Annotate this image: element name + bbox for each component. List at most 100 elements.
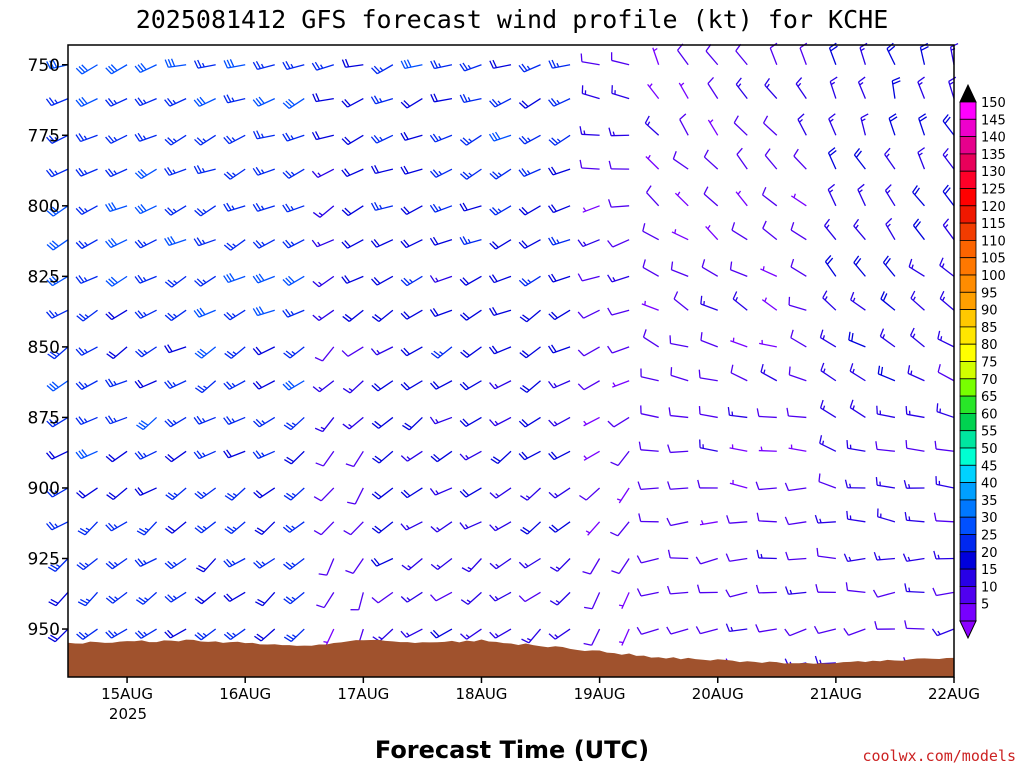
wind-barb [134,274,157,284]
colorbar-label: 90 [981,304,998,319]
wind-barb [282,168,305,179]
wind-barb [284,450,305,465]
x-tick-label: 20AUG [692,685,744,703]
wind-barb [105,591,128,604]
wind-barb [784,586,807,595]
wind-barb [642,223,659,241]
wind-barb [725,589,748,598]
wind-barb [827,183,837,207]
wind-barb [194,628,217,641]
colorbar-label: 45 [981,459,998,474]
wind-barb [105,64,128,75]
wind-barb [548,380,571,389]
wind-barb [255,591,276,607]
wind-barb [46,416,69,428]
wind-barb [283,346,305,359]
wind-barb [400,521,423,531]
wind-barb [134,557,157,567]
wind-barb [224,487,246,501]
wind-barb [937,363,955,382]
wind-barb [488,306,512,316]
wind-barb [759,339,777,348]
wind-barb [370,346,394,356]
wind-barb [577,239,600,248]
wind-barb [164,591,187,603]
wind-barb [105,98,128,107]
wind-barb [105,521,128,532]
wind-barb [548,236,571,246]
wind-barb [488,274,512,284]
wind-barb [164,557,187,570]
wind-barb [252,306,275,317]
wind-barb [345,558,364,574]
wind-barb [931,628,955,637]
wind-barb [312,205,335,218]
wind-barb [46,239,69,251]
wind-barb [429,133,453,143]
wind-barb [547,204,571,214]
wind-barb [548,309,571,321]
wind-barb [253,487,276,499]
colorbar-swatch [959,361,977,380]
colorbar-label: 70 [981,373,998,388]
wind-barb [788,366,807,382]
wind-barb [400,59,423,69]
wind-barb [312,309,335,322]
chart-title: 2025081412 GFS forecast wind profile (kt… [136,5,889,34]
colorbar-swatch [959,257,977,276]
wind-barb [819,329,837,348]
colorbar-label: 95 [981,286,998,301]
colorbar-label: 30 [981,511,998,526]
wind-barb [194,591,217,605]
x-tick-label: 16AUG [219,685,271,703]
wind-barb [936,403,955,419]
wind-barb [764,148,778,170]
wind-barb [942,147,955,170]
wind-barb [577,380,600,391]
wind-barb [853,255,866,277]
wind-barb [645,185,660,207]
wind-barb [459,450,482,461]
wind-barb [283,487,305,501]
wind-barb [607,239,630,248]
wind-barb [429,416,453,425]
wind-barb [700,332,718,348]
wind-barb [548,273,571,283]
wind-barb [370,165,394,175]
wind-barb [666,626,689,635]
wind-barb [638,441,659,452]
wind-barb [47,558,69,572]
wind-barb [521,628,542,644]
wind-barb [848,331,866,348]
wind-barb [678,82,689,99]
wind-barb [788,296,807,311]
wind-barb [323,628,335,646]
wind-barb [698,369,718,382]
wind-barb [48,591,69,607]
wind-barb [314,346,335,362]
wind-barb [134,379,157,389]
wind-barb [371,309,394,323]
colorbar-label: 100 [981,269,1006,284]
wind-barb [223,239,246,251]
x-tick-label: 21AUG [810,685,862,703]
wind-barb [252,239,276,249]
wind-barb [849,363,866,382]
wind-barb [790,222,807,241]
wind-barb [75,380,98,390]
wind-barb [520,521,541,535]
wind-barb [136,521,158,536]
wind-barb [460,168,482,180]
wind-barb [341,346,364,357]
wind-barb [47,628,69,643]
wind-barb [164,309,187,322]
wind-barb [518,591,541,603]
colorbar-label: 75 [981,356,998,371]
wind-barb [193,96,216,107]
wind-barb [696,584,718,594]
wind-barb [933,512,955,523]
wind-barb [934,440,955,452]
wind-barb [164,236,187,246]
wind-barb [518,275,541,287]
wind-barb [677,43,689,66]
